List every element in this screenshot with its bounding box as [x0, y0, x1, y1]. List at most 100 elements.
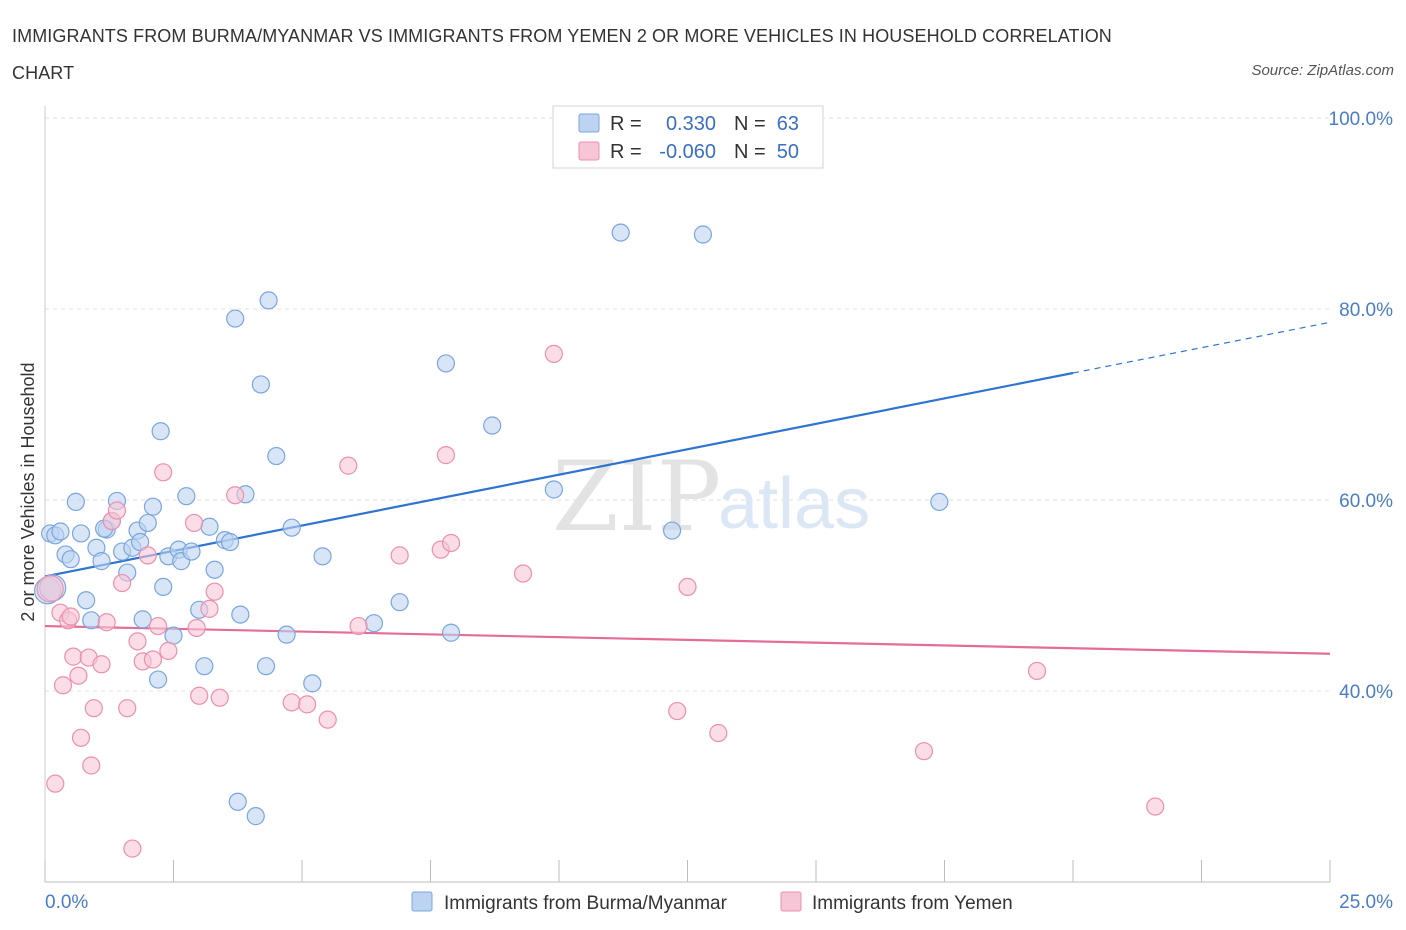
point-yemen — [187, 618, 206, 638]
series-legend-label-yemen: Immigrants from Yemen — [812, 893, 1013, 914]
watermark-atlas: atlas — [718, 464, 870, 544]
grid-lines — [45, 117, 1330, 692]
point-yemen — [97, 613, 116, 632]
data-points — [33, 223, 1165, 858]
point-burma — [246, 807, 265, 826]
point-yemen — [282, 693, 301, 712]
point-burma — [205, 560, 224, 579]
legend-n-value-yemen: 50 — [777, 141, 799, 163]
point-yemen — [709, 723, 728, 743]
point-burma — [267, 446, 286, 466]
point-yemen — [318, 710, 337, 729]
series-legend-swatch-yemen — [780, 891, 802, 912]
x-tick-label: 0.0% — [45, 892, 88, 913]
point-yemen — [64, 647, 83, 666]
point-yemen — [123, 839, 142, 858]
point-burma — [61, 550, 80, 569]
y-tick-label: 100.0% — [1329, 109, 1394, 130]
point-burma — [231, 605, 250, 624]
point-yemen — [154, 463, 173, 482]
point-yemen — [390, 546, 409, 565]
stats-legend: R = 0.330 N = 63 R = -0.060 N = 50 — [552, 105, 824, 169]
point-burma — [177, 487, 196, 506]
point-yemen — [112, 573, 132, 593]
trend-line-yemen — [44, 624, 1331, 655]
y-tick-label: 80.0% — [1339, 300, 1393, 321]
point-yemen — [36, 575, 64, 603]
point-burma — [143, 497, 163, 516]
point-yemen — [298, 695, 317, 714]
legend-r-value-yemen: -0.060 — [659, 141, 716, 163]
point-burma — [483, 416, 502, 435]
point-burma — [251, 375, 270, 394]
point-yemen — [159, 641, 178, 660]
point-yemen — [128, 632, 147, 651]
point-burma — [82, 611, 101, 630]
series-legend: Immigrants from Burma/Myanmar Immigrants… — [411, 891, 1013, 914]
series-legend-swatch-burma — [411, 891, 433, 912]
point-yemen — [53, 676, 73, 695]
point-yemen — [69, 666, 88, 685]
point-yemen — [205, 582, 224, 601]
point-burma — [611, 223, 630, 242]
x-tick-labels: 0.0% 25.0% — [45, 892, 1393, 913]
point-burma — [133, 610, 152, 629]
axes — [44, 106, 1331, 883]
point-burma — [544, 480, 563, 499]
point-burma — [364, 614, 384, 633]
point-burma — [66, 492, 85, 512]
point-burma — [51, 522, 70, 541]
point-yemen — [668, 701, 687, 721]
point-burma — [195, 657, 214, 676]
point-burma — [313, 547, 332, 566]
y-tick-label: 40.0% — [1339, 682, 1393, 703]
y-tick-labels: 40.0% 60.0% 80.0% 100.0% — [1329, 109, 1394, 703]
point-burma — [282, 518, 301, 537]
point-yemen — [1146, 797, 1165, 816]
point-yemen — [118, 699, 137, 718]
point-yemen — [339, 456, 358, 475]
point-yemen — [92, 655, 111, 674]
point-yemen — [61, 607, 80, 626]
point-yemen — [441, 533, 461, 553]
point-burma — [77, 591, 96, 610]
point-burma — [226, 309, 245, 328]
trend-line-burma-extension — [1072, 321, 1331, 374]
point-yemen — [184, 513, 204, 533]
chart-source: Source: ZipAtlas.com — [1251, 62, 1394, 79]
point-burma — [200, 517, 219, 536]
point-yemen — [226, 486, 245, 505]
point-burma — [662, 521, 682, 540]
point-yemen — [349, 616, 368, 636]
point-burma — [693, 225, 713, 244]
point-burma — [148, 670, 168, 689]
point-yemen — [513, 564, 533, 583]
point-yemen — [544, 344, 563, 363]
point-yemen — [71, 728, 91, 747]
point-yemen — [143, 650, 163, 669]
chart-title: IMMIGRANTS FROM BURMA/MYANMAR VS IMMIGRA… — [12, 26, 1112, 83]
point-burma — [441, 623, 461, 642]
point-burma — [390, 593, 409, 612]
point-yemen — [138, 546, 157, 565]
legend-swatch-yemen — [578, 141, 600, 161]
legend-r-value-burma: 0.330 — [666, 113, 716, 135]
legend-r-label-burma: R = — [610, 113, 642, 135]
point-burma — [138, 513, 157, 533]
y-tick-label: 60.0% — [1339, 491, 1393, 512]
point-yemen — [200, 599, 219, 618]
legend-swatch-burma — [578, 113, 600, 133]
legend-r-label-yemen: R = — [610, 141, 642, 163]
point-yemen — [678, 577, 697, 597]
watermark-zip: ZIP — [552, 441, 721, 553]
point-yemen — [190, 686, 209, 705]
point-yemen — [1027, 661, 1047, 681]
legend-n-label-burma: N = — [734, 113, 766, 135]
x-tick-label: 25.0% — [1339, 892, 1393, 913]
series-legend-label-burma: Immigrants from Burma/Myanmar — [444, 893, 728, 914]
point-burma — [151, 422, 170, 441]
point-burma — [256, 657, 276, 676]
y-axis-label: 2 or more Vehicles in Household — [18, 362, 38, 621]
watermark: ZIP atlas — [552, 441, 870, 553]
point-burma — [277, 625, 296, 644]
